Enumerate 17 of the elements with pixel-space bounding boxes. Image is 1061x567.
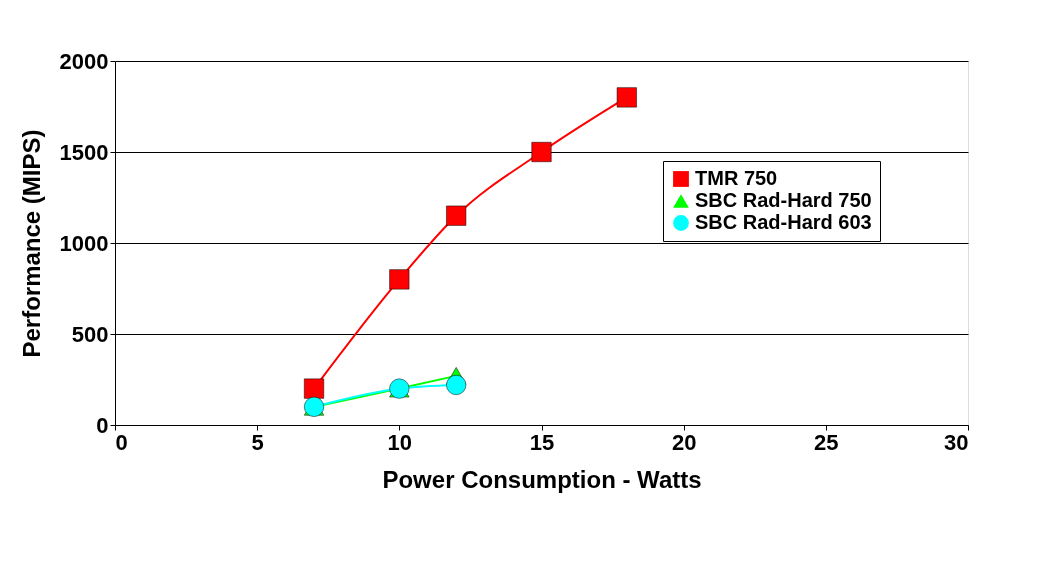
x-tick-label: 25: [814, 429, 839, 455]
x-tick-label: 20: [671, 429, 697, 455]
y-tick-label: 0: [96, 412, 109, 438]
legend-label: SBC Rad-Hard 750: [695, 189, 872, 211]
x-tick-label: 15: [529, 429, 555, 455]
y-tick-label: 1000: [59, 230, 109, 256]
legend-label: SBC Rad-Hard 603: [695, 211, 872, 233]
x-axis-title: Power Consumption - Watts: [382, 465, 702, 493]
x-tick-label: 5: [251, 429, 264, 455]
x-tick-label: 30: [944, 429, 969, 455]
legend-label: TMR 750: [695, 167, 778, 189]
x-tick-label: 10: [387, 429, 413, 455]
x-tick-label: 0: [115, 429, 128, 455]
y-tick-label: 2000: [59, 48, 109, 74]
y-tick-label: 500: [71, 321, 109, 347]
y-axis-title: Performance (MIPS): [17, 129, 45, 358]
y-tick-label: 1500: [59, 139, 109, 165]
